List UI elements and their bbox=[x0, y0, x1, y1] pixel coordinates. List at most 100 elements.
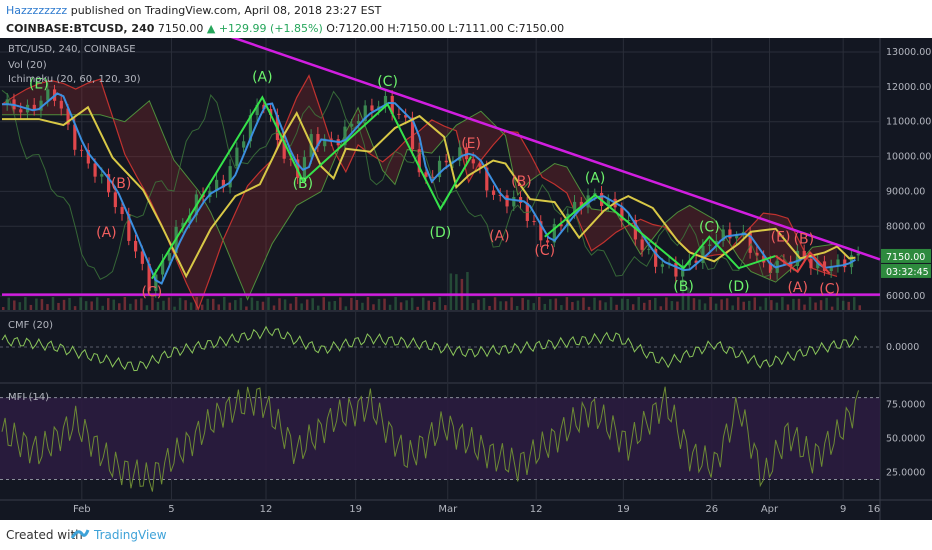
volume-bar bbox=[571, 302, 574, 310]
volume-bar bbox=[35, 298, 38, 310]
candle-body bbox=[458, 147, 462, 161]
volume-bar bbox=[73, 306, 77, 310]
candle-body bbox=[106, 174, 111, 193]
candle-body bbox=[708, 244, 712, 246]
volume-bar bbox=[272, 305, 276, 310]
candle-body bbox=[79, 149, 84, 151]
y-tick-label: 9000.00 bbox=[886, 186, 925, 197]
volume-bar bbox=[753, 297, 757, 310]
volume-bar bbox=[836, 297, 839, 310]
candle-body bbox=[302, 157, 307, 178]
wave-label: (D) bbox=[430, 225, 452, 241]
candle-body bbox=[505, 195, 509, 207]
volume-bar bbox=[62, 299, 66, 310]
volume-bar bbox=[532, 303, 535, 310]
wave-label: (B) bbox=[794, 232, 815, 248]
candle-body bbox=[491, 190, 496, 195]
volume-bar bbox=[604, 302, 607, 310]
cmf-line bbox=[1, 325, 859, 372]
y-tick-label: 13000.00 bbox=[886, 47, 931, 58]
volume-bar bbox=[13, 300, 16, 310]
volume-bar bbox=[819, 300, 823, 310]
y-tick-label: 6000.00 bbox=[886, 291, 925, 302]
candle-body bbox=[410, 117, 415, 150]
tradingview-brand-link[interactable]: TradingView bbox=[94, 528, 167, 542]
volume-bar bbox=[112, 299, 116, 310]
volume-bar bbox=[643, 302, 646, 310]
volume-bar bbox=[399, 302, 403, 310]
candle-body bbox=[559, 224, 563, 227]
wave-label: (C) bbox=[377, 74, 398, 90]
volume-bar bbox=[786, 304, 790, 310]
pane-title: BTC/USD, 240, COINBASE bbox=[8, 44, 136, 55]
wave-label: (E) bbox=[29, 77, 49, 93]
volume-bar bbox=[184, 300, 187, 310]
volume-bar bbox=[211, 298, 215, 310]
volume-bar bbox=[256, 300, 259, 310]
candle-body bbox=[73, 124, 77, 150]
candle-body bbox=[498, 194, 502, 196]
volume-bar bbox=[173, 306, 176, 310]
volume-bar bbox=[808, 297, 812, 310]
volume-bar bbox=[195, 297, 198, 310]
volume-bar bbox=[355, 299, 359, 310]
volume-bar bbox=[372, 304, 375, 310]
volume-bar bbox=[57, 302, 60, 310]
candle-body bbox=[161, 260, 165, 275]
publish-info: published on TradingView.com, April 08, … bbox=[67, 4, 382, 17]
volume-bar bbox=[344, 306, 348, 310]
kijun-line bbox=[2, 105, 856, 279]
candle-body bbox=[701, 245, 705, 263]
volume-bar bbox=[350, 297, 353, 310]
candle-body bbox=[316, 134, 320, 147]
volume-bar bbox=[283, 299, 287, 310]
candle-body bbox=[350, 123, 354, 127]
volume-bar bbox=[852, 297, 856, 310]
volume-bar bbox=[234, 300, 237, 310]
volume-bar bbox=[68, 297, 71, 310]
candle-body bbox=[552, 224, 556, 243]
volume-bar bbox=[433, 302, 436, 310]
volume-bar bbox=[515, 305, 519, 310]
volume-bar bbox=[394, 297, 397, 310]
wave-label: (A) bbox=[252, 70, 273, 86]
candle-body bbox=[627, 220, 631, 222]
volume-bar bbox=[366, 297, 370, 310]
x-tick-label: 9 bbox=[840, 504, 846, 515]
candle-body bbox=[573, 201, 577, 214]
candle-body bbox=[836, 259, 840, 267]
volume-bar bbox=[620, 298, 624, 310]
y-tick-label: 50.0000 bbox=[886, 434, 925, 445]
volume-bar bbox=[305, 299, 309, 310]
author-link[interactable]: Hazzzzzzzz bbox=[6, 4, 68, 17]
candle-body bbox=[822, 261, 827, 272]
publish-line: Hazzzzzzzz published on TradingView.com,… bbox=[6, 4, 381, 17]
wave-label: (C) bbox=[534, 243, 555, 259]
x-tick-label: 19 bbox=[349, 504, 362, 515]
volume-bar bbox=[106, 298, 110, 310]
candle-body bbox=[654, 248, 658, 267]
candle-body bbox=[606, 198, 610, 206]
wave-label: (D) bbox=[728, 279, 750, 295]
volume-bar bbox=[79, 297, 82, 310]
wave-label: (C) bbox=[141, 285, 162, 301]
y-tick-label: 25.0000 bbox=[886, 468, 925, 479]
chart-header: Hazzzzzzzz published on TradingView.com,… bbox=[0, 0, 932, 38]
volume-bar bbox=[416, 306, 419, 310]
candle-body bbox=[147, 263, 151, 291]
symbol-label: COINBASE:BTCUSD, 240 bbox=[6, 22, 155, 35]
candle-body bbox=[485, 167, 489, 191]
volume-bar bbox=[200, 304, 204, 310]
candle-body bbox=[120, 207, 124, 215]
footer-bar: Created with TradingView bbox=[0, 520, 932, 550]
elliott-wave-line bbox=[544, 193, 776, 270]
volume-bar bbox=[228, 302, 232, 310]
volume-bar bbox=[167, 297, 171, 310]
chart-canvas[interactable]: Feb 5 12 19 Mar 12 19 26 Apr 9 16 13000.00 12000.00 1… bbox=[0, 38, 932, 520]
candle-body bbox=[512, 197, 516, 207]
volume-bar bbox=[51, 297, 55, 310]
volume-bar bbox=[405, 300, 408, 310]
candle-body bbox=[404, 114, 408, 118]
volume-bar bbox=[477, 299, 480, 310]
wave-label: (E) bbox=[771, 229, 791, 245]
